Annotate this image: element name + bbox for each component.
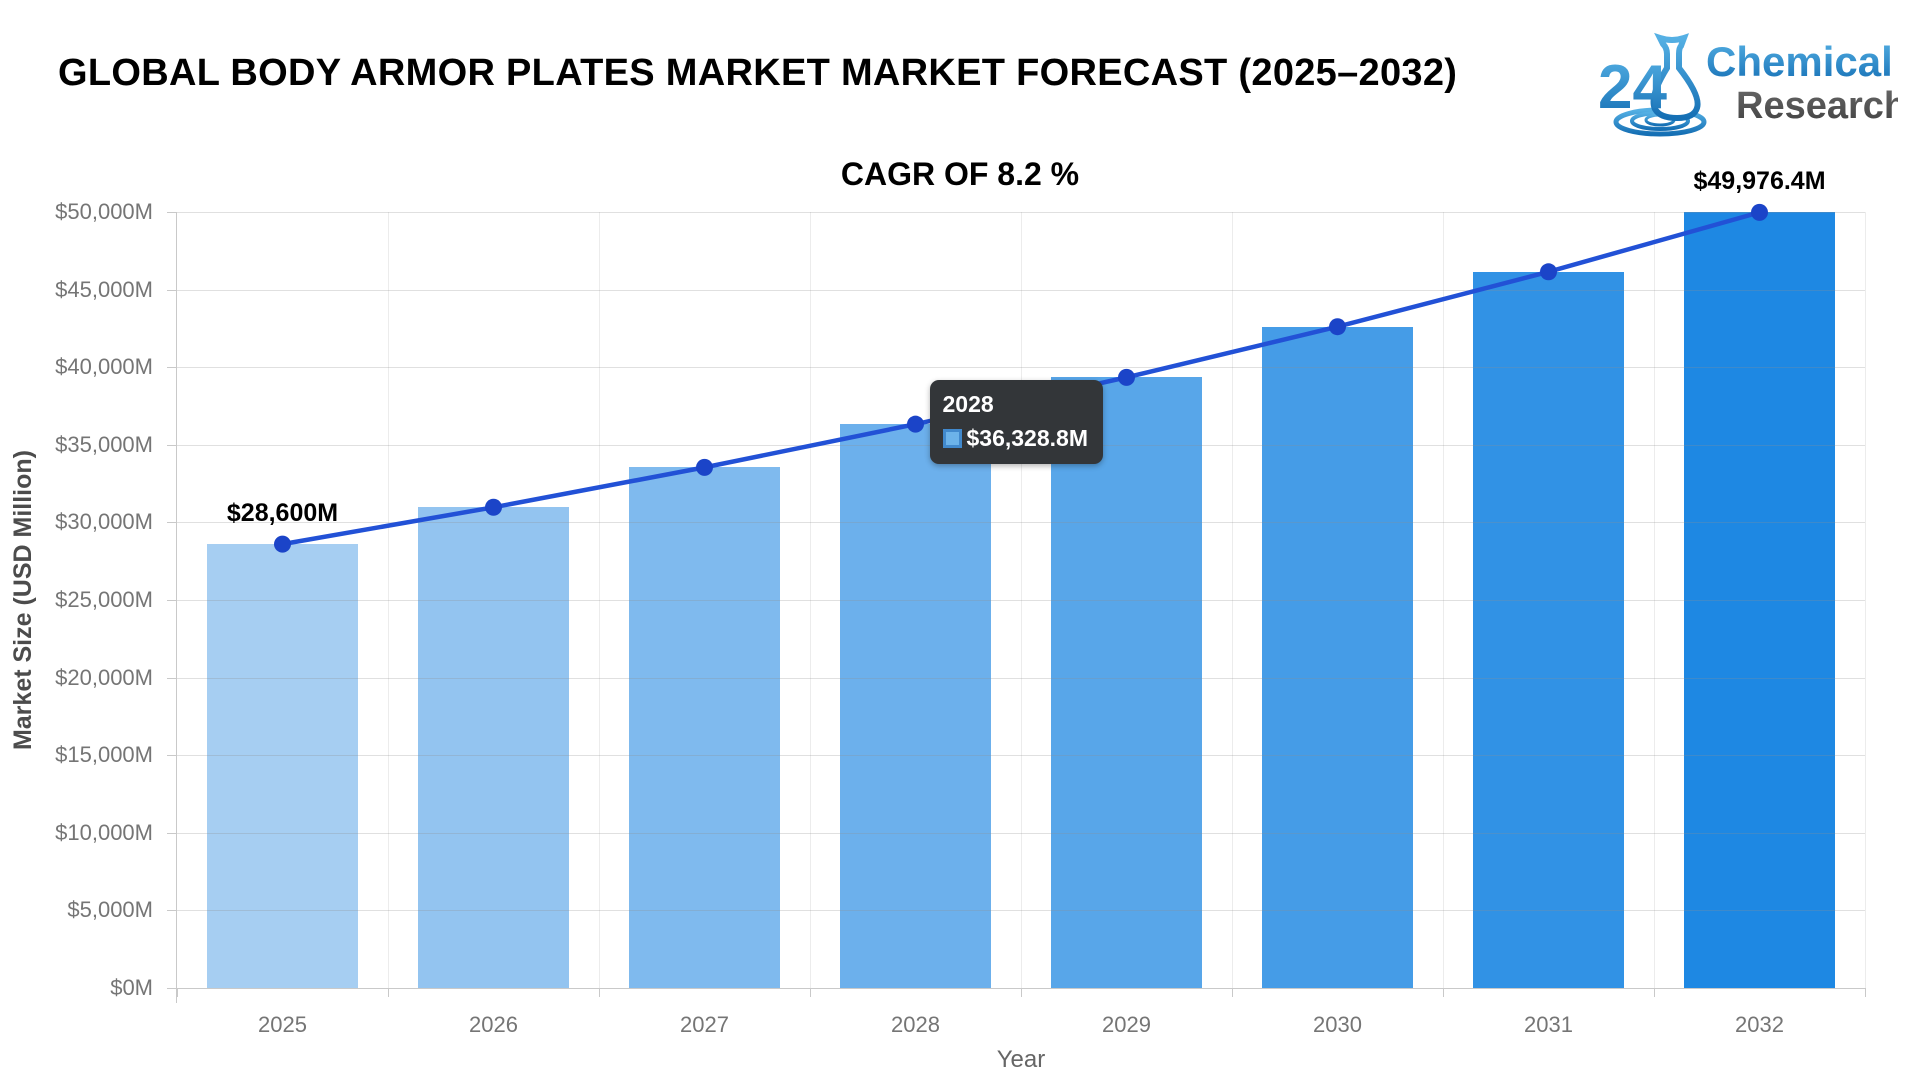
x-axis-line	[176, 988, 1866, 989]
tooltip-year: 2028	[942, 391, 994, 418]
bar-2027[interactable]	[629, 467, 780, 988]
y-tick-label: $50,000M	[55, 199, 153, 224]
x-axis-tick	[1865, 989, 1866, 997]
bar-2032[interactable]	[1684, 212, 1835, 988]
h-gridline	[177, 212, 1865, 213]
h-gridline	[177, 522, 1865, 524]
x-axis-tick	[1021, 989, 1022, 997]
data-point-2025[interactable]	[274, 535, 291, 553]
v-gridline	[1021, 212, 1022, 988]
logo-number: 24	[1598, 53, 1667, 122]
logo-word2: Research	[1736, 85, 1898, 127]
x-tick-label: 2029	[1102, 1012, 1151, 1037]
data-point-2031[interactable]	[1540, 263, 1557, 281]
value-label-2025: $28,600M	[226, 499, 339, 528]
x-axis-tick	[1232, 989, 1233, 997]
tooltip-series-swatch	[942, 429, 962, 449]
h-gridline	[177, 677, 1865, 679]
flask-icon	[1650, 32, 1701, 122]
data-point-2026[interactable]	[485, 498, 502, 516]
v-gridline	[810, 212, 811, 988]
x-tick-label: 2027	[680, 1012, 729, 1037]
x-tick-label: 2031	[1524, 1012, 1573, 1037]
tooltip: 2028 $36,328.8M	[929, 380, 1103, 465]
bar-2030[interactable]	[1262, 326, 1413, 988]
y-tick-label: $20,000M	[55, 664, 153, 690]
y-tick-label: $10,000M	[55, 819, 153, 845]
v-gridline	[1865, 212, 1866, 988]
y-axis-tick	[167, 910, 176, 912]
y-axis-tick	[167, 522, 176, 524]
x-tick-label: 2028	[891, 1012, 940, 1037]
x-axis-tick	[599, 989, 600, 997]
logo-graphic: 24 Chemical Research	[1598, 32, 1907, 137]
y-tick-label: $25,000M	[55, 587, 153, 612]
v-gridline	[1654, 212, 1655, 988]
logo-word1: Chemical	[1706, 38, 1893, 85]
v-gridline	[1443, 212, 1444, 988]
x-axis-tick	[177, 989, 178, 997]
y-tick-label: $45,000M	[55, 276, 153, 302]
y-tick-label: $35,000M	[55, 431, 153, 457]
y-tick-label: $15,000M	[55, 742, 153, 768]
y-axis-tick	[167, 832, 176, 834]
y-axis-tick	[167, 988, 176, 989]
y-axis-tick	[167, 600, 176, 601]
v-gridline	[599, 212, 600, 988]
plot-area: $0M $5,000M $10,000M $15,000M $20,000M $25,00…	[55, 167, 1866, 1037]
x-axis-title: Year	[996, 1046, 1046, 1073]
h-gridline	[177, 600, 1865, 601]
x-axis-tick	[1654, 989, 1655, 997]
data-point-2029[interactable]	[1118, 368, 1135, 386]
y-axis-line	[176, 212, 177, 1003]
data-point-2030[interactable]	[1329, 318, 1346, 336]
y-tick-label: $30,000M	[55, 509, 153, 535]
data-point-2028[interactable]	[907, 415, 924, 433]
company-logo: 24 Chemical Research	[1598, 30, 1907, 138]
h-gridline	[177, 289, 1865, 291]
data-point-2027[interactable]	[696, 458, 713, 476]
x-tick-label: 2026	[469, 1012, 518, 1037]
data-point-2032[interactable]	[1751, 203, 1768, 221]
x-axis-tick	[1443, 989, 1444, 997]
v-gridline	[388, 212, 389, 988]
x-tick-label: 2025	[258, 1012, 307, 1037]
chart-subtitle: CAGR OF 8.2 %	[840, 156, 1080, 192]
y-tick-label: $5,000M	[67, 897, 153, 923]
y-tick-label: $40,000M	[55, 354, 153, 380]
chart-title: GLOBAL BODY ARMOR PLATES MARKET MARKET F…	[58, 52, 1458, 94]
x-axis-tick	[810, 989, 811, 997]
y-axis-tick	[167, 289, 176, 291]
y-axis-tick	[167, 444, 176, 446]
y-axis-tick	[167, 212, 176, 213]
bar-2028[interactable]	[840, 424, 991, 988]
y-axis-tick	[167, 677, 176, 679]
y-axis-tick	[167, 367, 176, 369]
tooltip-value: $36,328.8M	[966, 425, 1088, 452]
bar-2031[interactable]	[1473, 271, 1624, 988]
x-tick-label: 2030	[1313, 1012, 1362, 1037]
h-gridline	[177, 367, 1865, 369]
bar-2026[interactable]	[418, 507, 569, 988]
y-tick-label: $0M	[110, 975, 153, 1000]
h-gridline	[177, 832, 1865, 834]
y-axis-tick	[167, 755, 176, 757]
value-label-2032: $49,976.4M	[1693, 167, 1826, 196]
trend-line	[282, 210, 1761, 547]
bar-2025[interactable]	[207, 544, 358, 988]
h-gridline	[177, 755, 1865, 757]
bar-2029[interactable]	[1051, 377, 1202, 988]
x-tick-label: 2032	[1735, 1012, 1784, 1037]
x-axis-tick	[388, 989, 389, 997]
h-gridline	[177, 910, 1865, 912]
trend-line-layer	[274, 203, 1768, 553]
v-gridline	[1232, 212, 1233, 988]
